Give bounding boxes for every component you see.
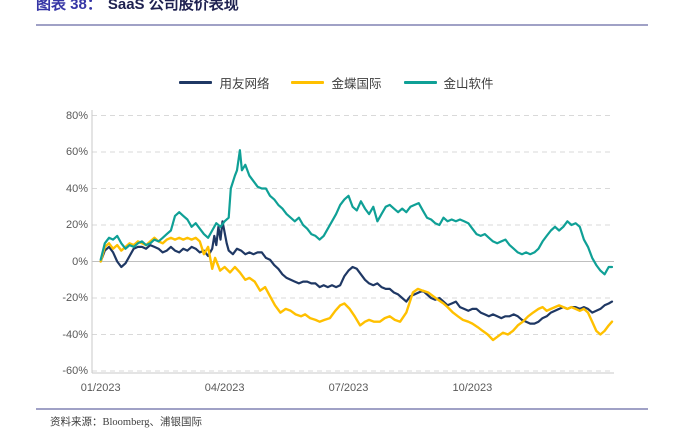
y-tick-label: 80%: [65, 109, 88, 122]
figure-title-text: SaaS 公司股价表现: [107, 0, 239, 13]
series-line-用友网络: [99, 220, 614, 325]
legend-line-swatch-teal: [403, 81, 437, 84]
source-note: 资料来源：Bloomberg、浦银国际: [50, 417, 203, 428]
x-tick-label: 10/2023: [452, 382, 493, 394]
legend-line-swatch-navy: [179, 81, 213, 84]
series-line-金蝶国际: [99, 236, 614, 342]
y-tick-label: -60%: [62, 365, 88, 377]
legend-item-kingdee: 金蝶国际: [291, 73, 382, 92]
y-tick-label: 40%: [65, 182, 88, 195]
y-tick-label: 20%: [65, 219, 88, 231]
figure-number-label: 图表 38：: [36, 0, 102, 13]
legend-label: 金山软件: [443, 77, 494, 91]
legend-item-kingsoft: 金山软件: [403, 73, 494, 92]
legend-label: 用友网络: [219, 77, 270, 91]
y-tick-label: 60%: [65, 146, 88, 158]
top-divider: [36, 24, 648, 26]
figure-title: 图表 38： SaaS 公司股价表现: [36, 0, 239, 14]
bottom-divider: [36, 408, 648, 410]
y-tick-label: 0%: [72, 255, 88, 268]
y-tick-label: -40%: [62, 328, 88, 341]
legend-label: 金蝶国际: [331, 77, 382, 91]
legend-line-swatch-gold: [291, 81, 325, 84]
y-tick-label: -20%: [62, 292, 88, 304]
chart-legend: 用友网络 金蝶国际 金山软件: [0, 73, 673, 92]
legend-item-yonyou: 用友网络: [179, 73, 269, 92]
x-tick-label: 01/2023: [80, 382, 121, 394]
x-tick-label: 07/2023: [328, 382, 369, 394]
series-line-金山软件: [99, 149, 614, 276]
x-tick-label: 04/2023: [204, 382, 245, 394]
